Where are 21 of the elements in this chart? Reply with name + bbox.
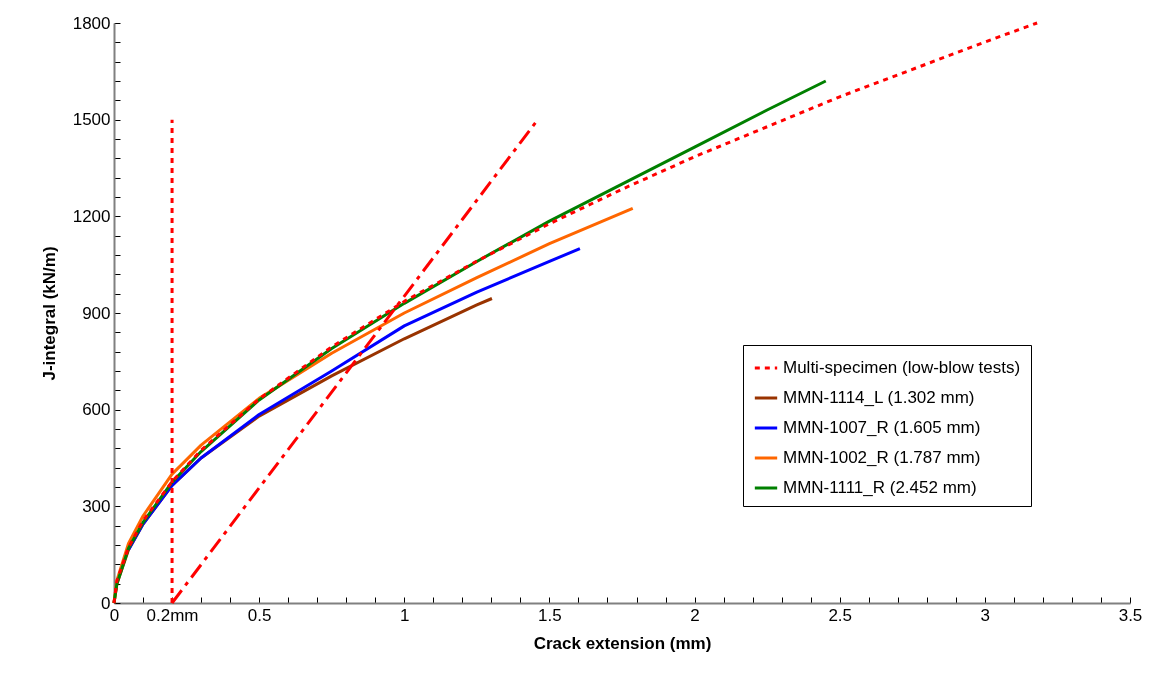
x-tick-label: 0.5	[247, 605, 272, 625]
y-tick-label: 1800	[72, 13, 111, 33]
x-tick-label: 2.5	[828, 605, 853, 625]
y-tick-label: 900	[82, 303, 111, 323]
y-tick-label: 1200	[72, 206, 111, 226]
legend-label: MMN-1007_R (1.605 mm)	[783, 418, 981, 437]
x-axis-title: Crack extension (mm)	[533, 633, 712, 653]
x-tick-label: 2	[690, 605, 700, 625]
legend-label: MMN-1002_R (1.787 mm)	[783, 448, 981, 467]
legend-label: MMN-1111_R (2.452 mm)	[783, 478, 977, 497]
x-tick-label: 0.2mm	[146, 605, 199, 625]
y-axis-title: J-integral (kN/m)	[39, 246, 59, 381]
y-tick-label: 1500	[72, 110, 111, 130]
legend-label: Multi-specimen (low-blow tests)	[783, 358, 1021, 377]
x-tick-label: 1.5	[538, 605, 562, 625]
x-tick-label: 3	[980, 605, 991, 625]
x-tick-label: 1	[400, 605, 410, 625]
y-tick-label: 600	[82, 400, 111, 420]
legend-label: MMN-1114_L (1.302 mm)	[783, 388, 975, 407]
x-tick-label: 3.5	[1118, 605, 1143, 625]
y-tick-label: 300	[82, 496, 111, 516]
